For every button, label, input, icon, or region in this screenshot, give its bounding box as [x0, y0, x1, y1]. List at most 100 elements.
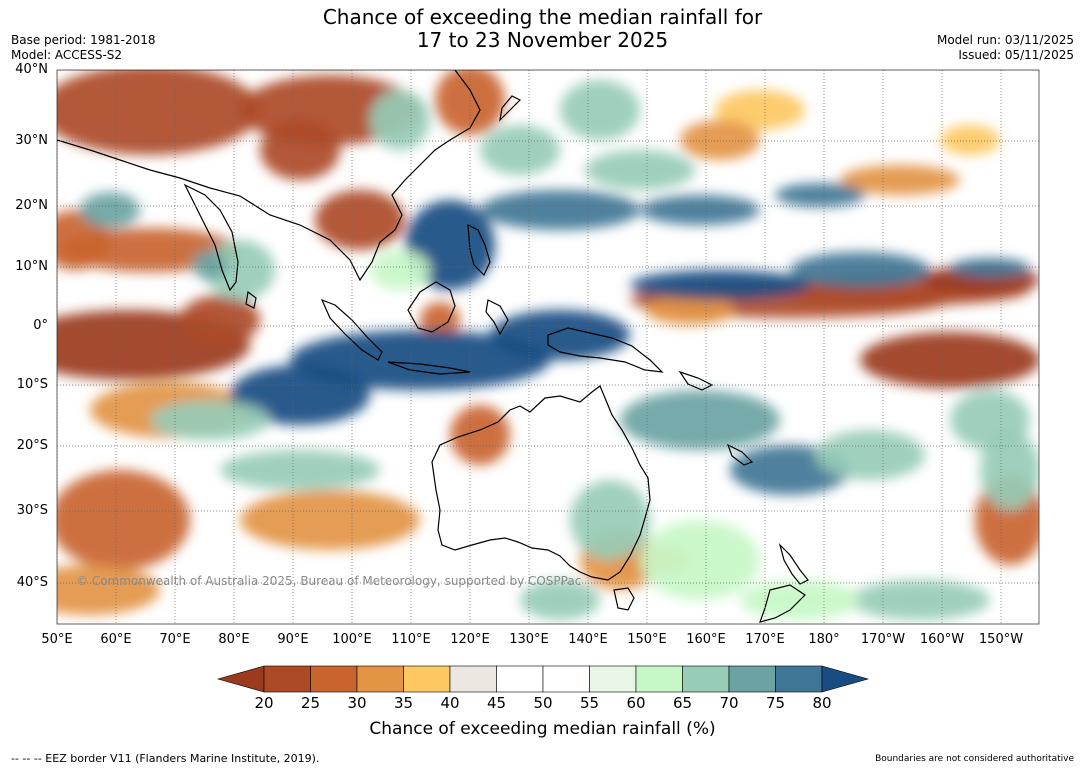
latitude-label: 30°N: [15, 133, 48, 148]
probability-region: [240, 490, 420, 550]
colorbar-tick-label: 30: [347, 694, 367, 712]
probability-region: [585, 150, 695, 190]
probability-region: [180, 295, 260, 345]
probability-region: [80, 192, 140, 228]
colorbar-tick-label: 80: [812, 694, 832, 712]
rainfall-fields: [57, 70, 1039, 620]
longitude-label: 110°E: [391, 632, 431, 647]
latitude-label: 40°N: [15, 62, 48, 77]
colorbar-extend-low: [216, 665, 265, 693]
longitude-label: 180°: [808, 632, 840, 647]
latitude-label: 10°N: [15, 259, 48, 274]
japan-coastline: [499, 95, 522, 122]
probability-region: [420, 302, 460, 338]
asia-coastline: [57, 70, 481, 282]
latitude-label: 30°S: [16, 503, 48, 518]
probability-region: [370, 90, 430, 150]
colorbar: [216, 665, 870, 693]
colorbar-band: [635, 665, 683, 693]
probability-region: [645, 295, 735, 325]
model-run: Model run: 03/11/2025: [936, 33, 1074, 47]
probability-region: [220, 450, 380, 490]
new-zealand-south: [759, 584, 806, 623]
land-outlines: [57, 70, 809, 623]
colorbar-tick-label: 25: [300, 694, 321, 712]
sumatra-coastline: [320, 298, 383, 361]
colorbar-band: [356, 665, 404, 693]
longitude-label: 120°E: [450, 632, 490, 647]
probability-region: [860, 332, 1039, 388]
colorbar-tick-label: 40: [440, 694, 460, 712]
colorbar-tick-label: 55: [579, 694, 600, 712]
probability-region: [150, 400, 270, 440]
colorbar-band: [263, 665, 311, 693]
colorbar-extend-high: [821, 665, 870, 693]
probability-region: [940, 125, 1000, 155]
probability-region: [640, 195, 760, 225]
colorbar-band: [542, 665, 590, 693]
new-caledonia: [726, 443, 754, 466]
colorbar-band: [589, 665, 637, 693]
latitude-label: 40°S: [16, 575, 48, 590]
probability-region: [980, 430, 1039, 510]
map-frame: [56, 69, 1040, 625]
longitude-label: 60°E: [100, 632, 132, 647]
map-title-line1: Chance of exceeding the median rainfall …: [322, 5, 763, 29]
probability-region: [815, 430, 925, 480]
colorbar-title: Chance of exceeding median rainfall (%): [369, 719, 716, 739]
probability-region: [715, 90, 805, 130]
probability-region: [290, 330, 550, 390]
colorbar-band: [449, 665, 497, 693]
longitude-label: 140°E: [568, 632, 608, 647]
philippines-coastline: [467, 223, 491, 277]
boundary-disclaimer: Boundaries are not considered authoritat…: [875, 754, 1074, 764]
probability-region: [315, 190, 405, 250]
colorbar-tick-label: 45: [486, 694, 507, 712]
probability-region: [370, 250, 430, 290]
latitude-label: 10°S: [16, 377, 48, 392]
probability-region: [450, 405, 510, 465]
longitude-label: 150°W: [978, 632, 1024, 647]
longitude-label: 80°E: [218, 632, 250, 647]
colorbar-tick-label: 70: [719, 694, 739, 712]
colorbar-band: [775, 665, 823, 693]
graticule: [57, 70, 1039, 624]
colorbar-tick-label: 50: [533, 694, 553, 712]
map-title-line2: 17 to 23 November 2025: [416, 28, 669, 52]
probability-region: [230, 365, 370, 425]
issued-date: Issued: 05/11/2025: [958, 48, 1074, 62]
colorbar-band: [728, 665, 776, 693]
probability-region: [680, 120, 760, 160]
longitude-label: 70°E: [159, 632, 191, 647]
longitude-label: 170°W: [860, 632, 906, 647]
probability-region: [775, 183, 865, 207]
tasmania-coastline: [613, 587, 635, 611]
longitude-label: 130°E: [509, 632, 549, 647]
probability-region: [850, 580, 990, 620]
new-zealand-north: [778, 542, 809, 585]
probability-region: [640, 520, 760, 600]
model-name: Model: ACCESS-S2: [11, 48, 123, 62]
probability-region: [620, 390, 780, 450]
colorbar-band: [496, 665, 544, 693]
probability-region: [435, 70, 505, 135]
colorbar-band: [403, 665, 451, 693]
probability-region: [790, 252, 930, 288]
colorbar-tick-label: 75: [765, 694, 786, 712]
borneo-coastline: [407, 281, 456, 333]
latitude-label: 20°N: [15, 198, 48, 213]
solomon-islands: [678, 370, 714, 391]
probability-region: [192, 250, 228, 280]
colorbar-tick-label: 65: [672, 694, 693, 712]
longitude-label: 50°E: [41, 632, 73, 647]
colorbar-tick-label: 20: [254, 694, 274, 712]
india-coastline: [183, 183, 239, 292]
probability-region: [480, 190, 640, 230]
probability-region: [57, 470, 190, 570]
longitude-label: 150°E: [627, 632, 667, 647]
latitude-label: 20°S: [16, 438, 48, 453]
probability-region: [480, 125, 560, 175]
probability-region: [570, 480, 650, 560]
longitude-label: 160°E: [686, 632, 726, 647]
